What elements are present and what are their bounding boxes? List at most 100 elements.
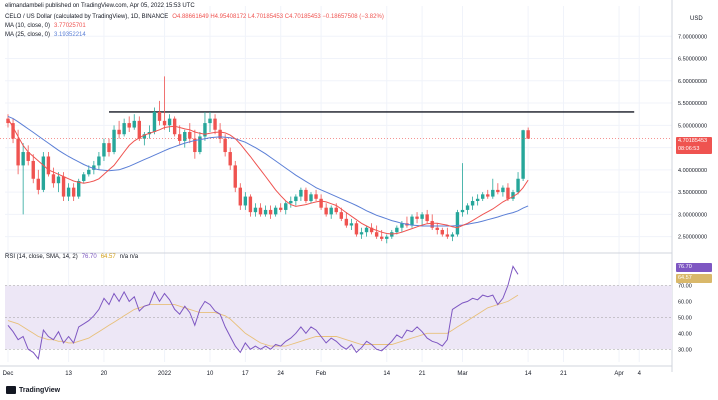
ma25-value: 3.19352214 [54,32,86,38]
candle-body [162,120,167,126]
candle-body [21,152,25,166]
tradingview-logo[interactable]: TradingView [6,386,60,394]
time-tick-label: 4 [638,371,642,377]
candle-body [324,207,328,215]
candle-body [339,212,343,219]
time-axis[interactable]: Dec 13 20 2022 10 17 24 Feb 14 21 Mar 14 21 Apr 4 [3,371,642,377]
candle-body [46,156,51,175]
ma25-legend[interactable]: MA (25, close, 0) 3.19352214 [5,32,86,38]
candle-body [193,138,197,153]
candle-body [223,138,227,153]
candle-body [380,236,384,239]
bar-countdown: 08:06:53 [678,146,700,152]
candle-body [218,129,222,139]
candle-body [203,123,207,137]
candle-body [369,227,374,233]
candle-body [238,187,242,206]
candle-body [289,201,293,204]
candle-body [526,130,530,139]
candle-body [51,174,56,184]
rsi-legend[interactable]: RSI (14, close, SMA, 14, 2) 76.70 64.57 n/a… [5,254,138,260]
candle-body [445,234,450,237]
rsi-value-tag: 76.70 [676,263,712,272]
price-tick-label: 7.00000000 [678,34,707,40]
candle-body [107,143,111,153]
candle-body [329,207,333,215]
candle-body [455,212,460,235]
candle-body [97,156,101,166]
candle-body [56,176,61,184]
candle-body [243,196,248,206]
moving-average-lines [7,115,529,235]
candle-body [137,120,141,139]
candle-body [142,134,147,139]
candle-body [349,223,354,226]
symbol-header: CELO / US Dollar (calculated by TradingV… [5,14,384,20]
currency-label: USD [690,16,703,22]
candle-body [157,111,162,121]
candle-body [354,223,359,235]
time-tick-label: 10 [207,371,214,377]
price-tick-label: 3.00000000 [678,212,707,218]
candle-body [258,207,263,215]
candle-body [16,138,20,166]
candle-body [11,123,15,139]
candle-body [167,118,172,126]
last-price: 4.70185453 [678,138,708,144]
candle-body [516,178,520,193]
candle-body [359,232,364,235]
candle-body [183,132,187,141]
candle-body [132,120,136,128]
ma10-legend[interactable]: MA (10, close, 0) 3.77025701 [5,23,86,29]
candle-body [208,118,212,124]
price-tick-label: 3.50000000 [678,190,707,196]
candle-body [374,232,379,237]
rsi-tick-label: 70.00 [678,284,692,290]
publisher-line: elimandambeli published on TradingView.c… [5,3,195,9]
ma10-label: MA (10, close, 0) [5,23,51,29]
candle-body [273,207,278,215]
time-tick-label: 2022 [158,371,172,377]
candle-body [41,156,46,190]
candle-body [364,227,369,233]
time-tick-label: 14 [525,371,532,377]
candle-body [334,207,338,213]
candle-body [430,221,434,228]
candle-body [152,111,157,132]
candle-body [233,165,237,188]
candle-body [491,189,495,197]
candle-body [425,214,429,222]
rsi-label: RSI (14, close, SMA, 14, 2) [5,254,78,260]
candlestick-series [0,76,672,244]
time-tick-label: Dec [3,371,14,377]
candle-body [475,198,480,202]
candle-body [486,194,490,197]
rsi-tick-label: 30.00 [678,347,692,353]
candle-body [61,176,66,197]
candle-body [188,132,192,139]
candle-body [66,187,71,197]
price-tick-label: 5.50000000 [678,101,707,107]
time-tick-label: Apr [614,371,623,377]
time-tick-label: Feb [316,371,327,377]
candle-body [122,123,126,135]
candle-body [395,227,399,233]
candle-body [228,152,232,166]
candle-body [344,218,349,226]
candle-body [198,136,202,153]
time-tick-label: 17 [242,371,249,377]
ma25-line [7,115,529,227]
candle-body [117,129,121,135]
candle-body [521,130,525,179]
candle-body [385,236,389,239]
candle-body [77,180,81,197]
rsi-ma-value-tag: 64.57 [676,274,712,283]
candle-body [87,169,91,175]
candle-body [82,174,86,181]
time-tick-label: 14 [383,371,390,377]
candle-body [112,129,116,153]
price-axis[interactable]: USD 2.50000000 3.00000000 3.50000000 4.00000… [678,16,707,241]
rsi-tick-label: 50.00 [678,315,692,321]
